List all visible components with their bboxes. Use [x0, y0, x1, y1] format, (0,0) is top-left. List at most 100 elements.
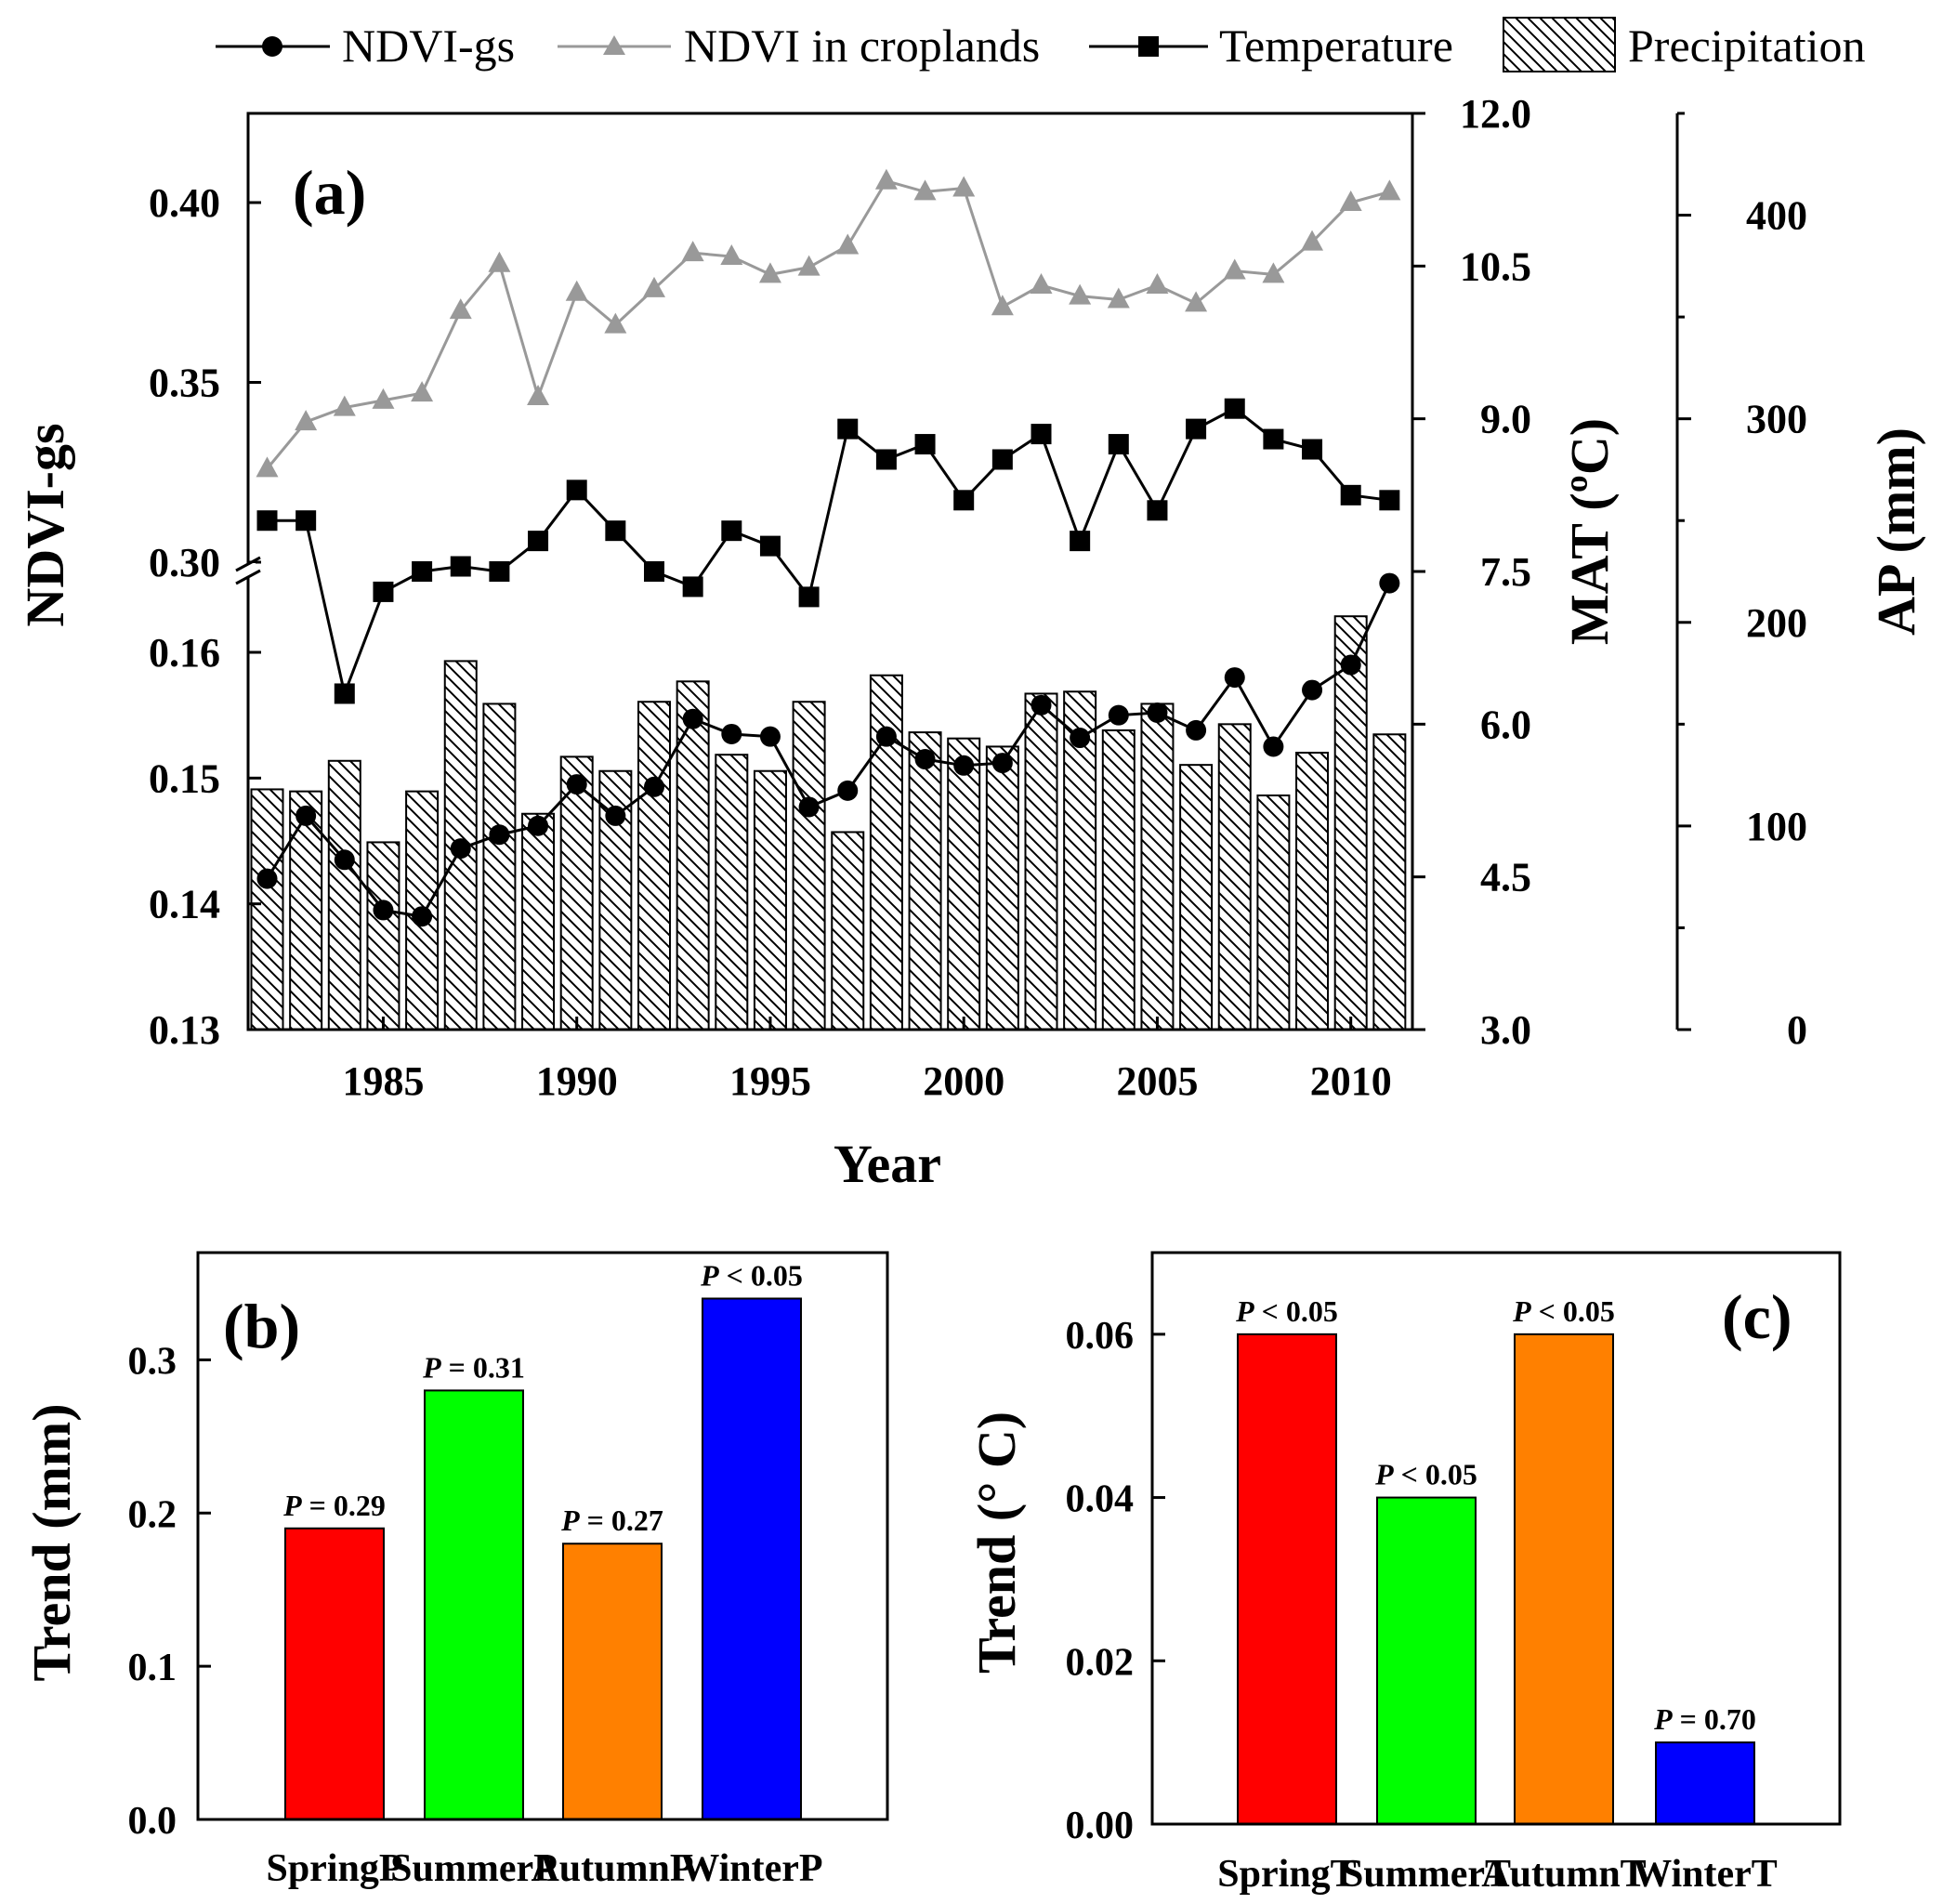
temperature-point	[721, 520, 742, 542]
mat-tick-label: 4.5	[1480, 855, 1531, 900]
ndvi-croplands-point	[913, 179, 937, 201]
left-tick-label: 0.14	[149, 882, 220, 927]
ndvi-croplands-point	[604, 312, 627, 334]
category-label: SpringP	[266, 1847, 402, 1890]
category-label: SummerP	[390, 1847, 558, 1890]
precipitation-bar	[1179, 764, 1214, 1031]
ndvi-gs-point	[875, 726, 897, 747]
temperature-point	[991, 449, 1013, 470]
temperature-point	[875, 449, 897, 470]
precipitation-bar	[1101, 729, 1136, 1031]
ndvi-gs-point	[373, 899, 394, 921]
trend-bar	[424, 1389, 524, 1821]
temperature-point	[1147, 500, 1168, 521]
p-value-label: P = 0.70	[1653, 1702, 1756, 1736]
x-tick-label: 1985	[342, 1058, 424, 1104]
ndvi-croplands-point	[1378, 179, 1401, 201]
panel-b-y-title: Trend (mm)	[21, 1403, 82, 1681]
temperature-point	[1340, 484, 1361, 506]
p-value-label: P < 0.05	[700, 1258, 803, 1292]
legend-croplands-marker	[603, 35, 625, 55]
ndvi-croplands-point	[1262, 262, 1285, 283]
ndvi-gs-point	[837, 780, 859, 801]
ndvi-croplands-point	[527, 384, 550, 405]
p-value-label: P = 0.27	[560, 1504, 663, 1537]
legend-precipitation-swatch	[1503, 17, 1616, 72]
precipitation-bar	[1295, 752, 1330, 1031]
ap-tick-label: 200	[1746, 600, 1807, 646]
panel-c-frame	[1150, 1251, 1842, 1826]
ndvi-croplands-point	[449, 298, 472, 320]
y-tick-label: 0.3	[128, 1340, 177, 1383]
temperature-point	[489, 561, 510, 582]
precipitation-bar	[482, 703, 517, 1031]
left-axis-title: NDVI-gs	[15, 423, 75, 626]
category-label: WinterT	[1633, 1853, 1778, 1896]
ndvi-croplands-point	[488, 251, 511, 272]
ndvi-gs-point	[412, 906, 433, 927]
ndvi-gs-point	[450, 838, 471, 860]
ndvi-croplands-point	[952, 176, 976, 197]
mat-tick-label: 12.0	[1460, 91, 1531, 137]
temperature-point	[373, 581, 394, 602]
panel-a: 1985 1990 1995 2000 2005 20100.130.140.150.16…	[15, 91, 1926, 1194]
ndvi-gs-point	[256, 868, 278, 889]
left-tick-label: 0.13	[149, 1007, 220, 1053]
category-label: AutumnP	[531, 1847, 693, 1890]
p-value-label: P < 0.05	[1374, 1458, 1477, 1491]
ndvi-croplands-point	[411, 381, 434, 402]
ndvi-gs-point	[1031, 694, 1052, 716]
category-label: SummerT	[1342, 1853, 1511, 1896]
ndvi-gs-point	[489, 824, 510, 846]
temperature-point	[412, 561, 433, 582]
trend-bar	[1237, 1333, 1337, 1826]
precipitation-bar	[1217, 723, 1252, 1031]
legend-ndvi-croplands: NDVI in croplands	[684, 20, 1040, 72]
x-tick-label: 2010	[1310, 1058, 1392, 1104]
legend-ndvi-gs-marker	[262, 36, 282, 57]
temperature-point	[759, 535, 781, 557]
ndvi-gs-point	[953, 755, 975, 776]
ndvi-gs-point	[1379, 572, 1400, 594]
ndvi-croplands-point	[681, 241, 704, 262]
y-tick-label: 0.06	[1066, 1315, 1135, 1358]
temperature-point	[450, 556, 471, 577]
ndvi-croplands-point	[836, 233, 860, 255]
x-tick-label: 1990	[536, 1058, 618, 1104]
ndvi-croplands-point	[256, 456, 279, 478]
panel-c-label: (c)	[1722, 1281, 1792, 1352]
left-tick-label: 0.40	[149, 180, 220, 226]
ndvi-gs-point	[1224, 667, 1245, 689]
ndvi-croplands-point	[991, 295, 1014, 316]
ndvi-croplands-point	[372, 387, 395, 409]
ndvi-croplands-line	[266, 179, 1390, 470]
temperature-point	[1108, 434, 1129, 455]
temperature-point	[295, 510, 317, 532]
temperature-point	[605, 520, 626, 542]
precipitation-bar	[1333, 615, 1368, 1031]
y-tick-label: 0.02	[1066, 1641, 1135, 1684]
ndvi-gs-point	[1340, 654, 1361, 676]
ap-tick-label: 0	[1787, 1007, 1807, 1053]
mat-tick-label: 10.5	[1460, 243, 1531, 289]
ndvi-gs-point	[682, 708, 703, 729]
y-tick-label: 0.04	[1066, 1478, 1135, 1521]
y-tick-label: 0.1	[128, 1647, 177, 1689]
precipitation-bar	[250, 788, 284, 1031]
temperature-line	[267, 406, 1390, 699]
category-label: AutumnT	[1481, 1853, 1646, 1896]
ndvi-gs-point	[1186, 719, 1207, 741]
temperature-point	[798, 586, 820, 608]
precipitation-bar	[1024, 692, 1058, 1031]
trend-bar	[1376, 1496, 1477, 1825]
precipitation-bar	[1140, 703, 1175, 1031]
left-tick-label: 0.16	[149, 630, 220, 676]
mat-tick-label: 3.0	[1480, 1007, 1531, 1053]
ndvi-gs-point	[566, 774, 587, 795]
panel-b-frame	[196, 1251, 889, 1821]
precipitation-bar	[753, 769, 787, 1031]
precipitation-bar	[985, 745, 1019, 1031]
ndvi-gs-line	[266, 582, 1391, 918]
mat-tick-label: 9.0	[1480, 397, 1531, 442]
ndvi-gs-point	[991, 753, 1013, 774]
